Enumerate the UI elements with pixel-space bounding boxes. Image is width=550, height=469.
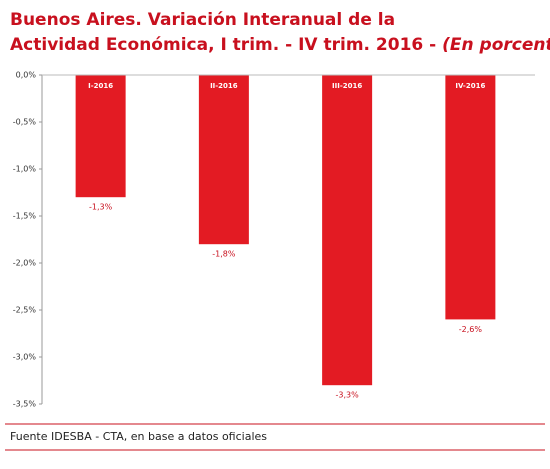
value-label: -3,3%: [336, 391, 360, 400]
bar: [75, 75, 126, 198]
y-tick-label: -0,5%: [13, 118, 37, 127]
y-tick-label: -3,0%: [13, 353, 37, 362]
source: Fuente IDESBA - CTA, en base a datos ofi…: [10, 430, 267, 443]
category-label: IV-2016: [455, 82, 485, 90]
chart-title: Buenos Aires. Variación Interanual de la: [10, 10, 395, 30]
y-tick-label: -1,0%: [13, 165, 37, 174]
y-tick-label: 0,0%: [16, 71, 37, 80]
value-label: -1,8%: [212, 250, 236, 259]
category-label: III-2016: [332, 82, 362, 90]
value-label: -2,6%: [459, 325, 483, 334]
chart-title: Actividad Económica, I trim. - IV trim. …: [10, 35, 550, 55]
bar: [322, 75, 373, 386]
chart-title-unit: (En porcentajes): [442, 35, 550, 55]
y-tick-label: -3,5%: [13, 400, 37, 409]
y-tick-label: -2,0%: [13, 259, 37, 268]
bar: [445, 75, 496, 320]
category-label: I-2016: [88, 82, 113, 90]
y-tick-label: -1,5%: [13, 212, 37, 221]
value-label: -1,3%: [89, 203, 113, 212]
y-tick-label: -2,5%: [13, 306, 37, 315]
bar: [198, 75, 249, 245]
category-label: II-2016: [210, 82, 238, 90]
chart-title-main: Actividad Económica, I trim. - IV trim. …: [10, 35, 436, 55]
